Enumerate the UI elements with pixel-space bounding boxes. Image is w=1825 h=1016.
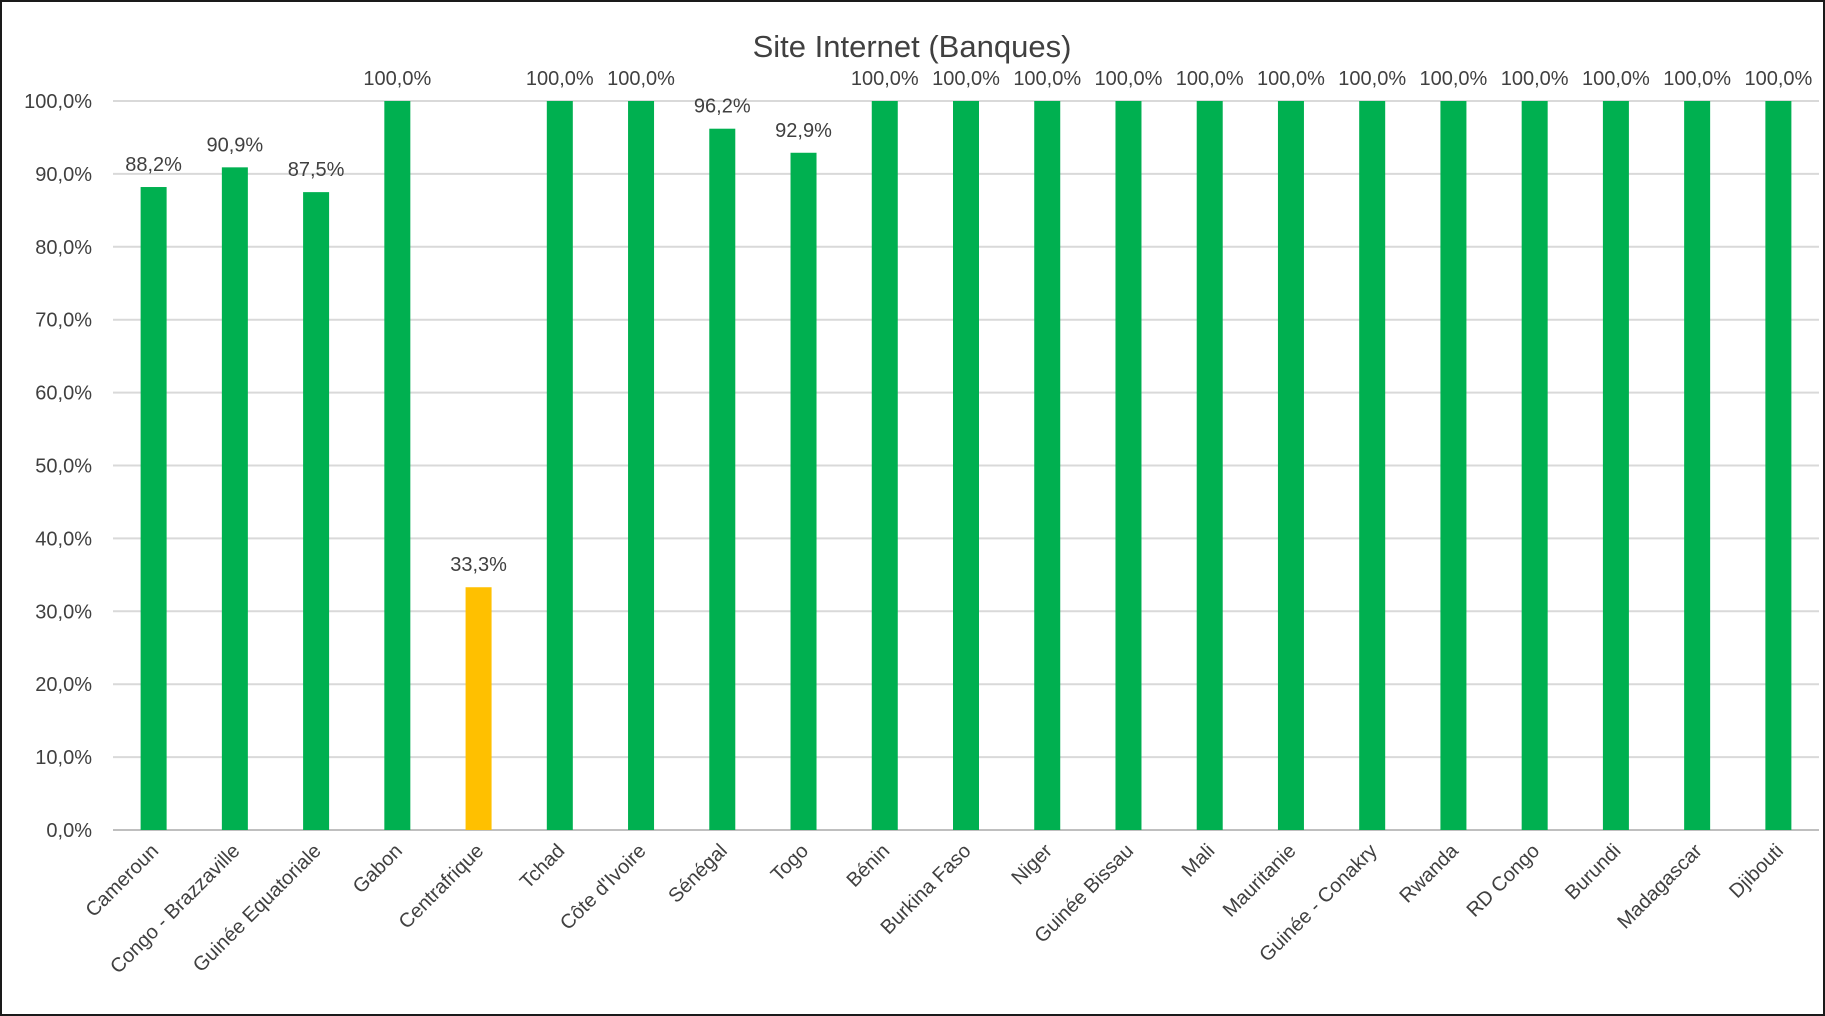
bar — [953, 101, 979, 830]
data-label: 100,0% — [1095, 68, 1163, 90]
bar — [1034, 101, 1061, 830]
bar — [1196, 101, 1223, 830]
data-label: 100,0% — [1582, 68, 1650, 90]
y-tick-label: 30,0% — [35, 601, 92, 623]
bar — [871, 101, 898, 830]
bar — [1602, 101, 1629, 830]
x-category-label: Mali — [1178, 840, 1219, 881]
bar — [709, 128, 736, 830]
chart-title: Site Internet (Banques) — [753, 29, 1072, 64]
bar — [221, 167, 248, 831]
data-label: 96,2% — [694, 96, 751, 118]
y-axis-tick-labels: 0,0% 10,0% 20,0% 30,0% 40,0% 50,0% 60,0% 70,0% 8… — [24, 91, 92, 842]
data-label: 100,0% — [1013, 68, 1081, 90]
y-tick-label: 60,0% — [35, 383, 92, 405]
y-tick-label: 100,0% — [24, 91, 92, 113]
data-label: 100,0% — [1663, 68, 1731, 90]
bar — [1115, 101, 1142, 830]
y-tick-label: 20,0% — [35, 674, 92, 696]
bar — [628, 101, 655, 830]
x-category-label: RD Congo — [1463, 840, 1545, 922]
data-label: 100,0% — [851, 68, 919, 90]
data-label: 90,9% — [206, 134, 263, 156]
bar — [1684, 101, 1711, 830]
x-category-label: Centrafrique — [395, 840, 488, 933]
data-label: 100,0% — [1501, 68, 1569, 90]
data-label: 100,0% — [932, 68, 1000, 90]
bar — [465, 587, 492, 830]
x-category-label: Rwanda — [1396, 839, 1464, 907]
bar — [1521, 101, 1548, 830]
bar — [1359, 101, 1386, 830]
data-label: 100,0% — [363, 68, 431, 90]
data-label: 88,2% — [125, 154, 182, 176]
data-label: 87,5% — [288, 159, 345, 181]
data-label: 100,0% — [607, 68, 675, 90]
data-label: 100,0% — [1420, 68, 1488, 90]
x-category-label: Djibouti — [1725, 840, 1788, 903]
y-tick-label: 50,0% — [35, 456, 92, 478]
bar — [303, 192, 330, 830]
data-labels: 88,2% 90,9% 87,5% 100,0% 33,3% 100,0% 100,0% 96… — [125, 68, 1812, 576]
bar — [140, 187, 167, 831]
x-category-label: Mauritanie — [1219, 840, 1301, 922]
y-tick-label: 10,0% — [35, 747, 92, 769]
bar — [790, 152, 817, 830]
y-tick-label: 40,0% — [35, 528, 92, 550]
x-category-label: Bénin — [843, 840, 895, 892]
data-label: 100,0% — [1338, 68, 1406, 90]
data-label: 100,0% — [526, 68, 594, 90]
x-category-label: Gabon — [349, 840, 407, 898]
bar — [546, 101, 573, 830]
bar — [384, 101, 411, 830]
bar — [1440, 101, 1467, 830]
y-tick-label: 70,0% — [35, 310, 92, 332]
y-tick-label: 90,0% — [35, 164, 92, 186]
x-category-label: Côte d'Ivoire — [556, 840, 651, 935]
x-category-label: Cameroun — [82, 840, 164, 922]
bar — [1277, 101, 1304, 830]
y-tick-label: 80,0% — [35, 237, 92, 259]
bars — [140, 101, 1792, 831]
bar — [1765, 101, 1792, 830]
x-category-label: Burundi — [1561, 840, 1625, 904]
x-category-label: Niger — [1007, 840, 1057, 890]
x-category-label: Madagascar — [1613, 840, 1707, 934]
data-label: 100,0% — [1257, 68, 1325, 90]
data-label: 100,0% — [1744, 68, 1812, 90]
data-label: 33,3% — [450, 554, 507, 576]
y-tick-label: 0,0% — [46, 820, 92, 842]
x-category-label: Sénégal — [664, 840, 731, 907]
data-label: 92,9% — [775, 120, 832, 142]
x-category-label: Togo — [767, 840, 813, 886]
x-category-label: Tchad — [516, 840, 569, 893]
data-label: 100,0% — [1176, 68, 1244, 90]
